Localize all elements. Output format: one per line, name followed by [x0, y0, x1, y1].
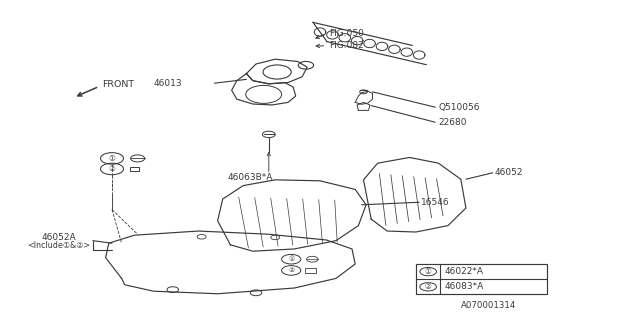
- Text: 46052A: 46052A: [42, 233, 76, 242]
- Text: 16546: 16546: [421, 198, 450, 207]
- Bar: [130, 167, 139, 171]
- Text: 46022*A: 46022*A: [444, 267, 483, 276]
- Text: 46083*A: 46083*A: [444, 282, 483, 291]
- Text: ②: ②: [288, 268, 294, 273]
- Text: A070001314: A070001314: [461, 301, 516, 310]
- Text: 22680: 22680: [438, 118, 467, 127]
- Text: <Include①&②>: <Include①&②>: [27, 241, 90, 250]
- Bar: [416, 264, 547, 294]
- Text: FRONT: FRONT: [102, 80, 134, 89]
- Text: ①: ①: [425, 267, 431, 276]
- Text: FIG.050: FIG.050: [330, 29, 364, 38]
- Bar: [305, 268, 316, 273]
- Text: ①: ①: [288, 256, 294, 262]
- Text: ②: ②: [109, 164, 115, 173]
- Text: 46013: 46013: [154, 79, 182, 88]
- Text: ②: ②: [425, 282, 431, 291]
- Text: ①: ①: [109, 154, 115, 163]
- Text: 46052: 46052: [495, 168, 524, 177]
- Text: FIG.082: FIG.082: [330, 41, 364, 50]
- Text: Q510056: Q510056: [438, 103, 480, 112]
- Text: 46063B*A: 46063B*A: [227, 173, 273, 182]
